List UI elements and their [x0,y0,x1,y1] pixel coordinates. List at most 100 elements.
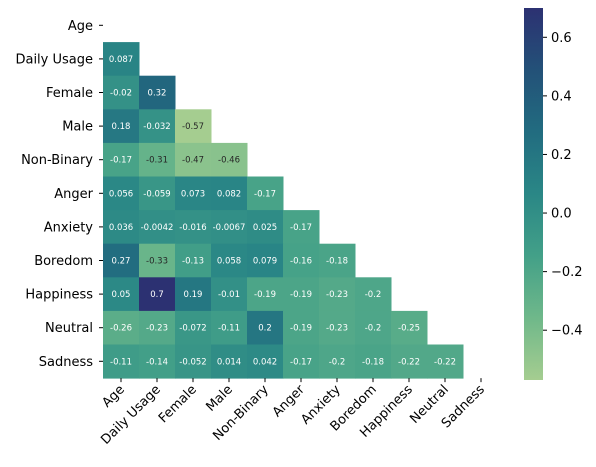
heatmap-cell [103,75,140,110]
cell-value-label: -0.14 [146,357,168,367]
cell-value-label: -0.19 [290,324,312,334]
heatmap-cell [247,210,284,245]
heatmap-cell [247,310,284,345]
cell-value-label: -0.33 [146,257,168,267]
heatmap-cell [139,210,176,245]
colorbar-tick-label: 0.4 [551,89,572,104]
y-tick-label: Sadness [39,355,93,370]
cell-value-label: -0.22 [398,357,420,367]
cell-value-label: -0.17 [110,156,132,166]
cell-value-label: -0.2 [329,357,346,367]
cell-value-label: -0.23 [326,324,348,334]
heatmap-cell [319,344,356,379]
heatmap-cell [175,310,212,345]
cell-value-label: -0.23 [326,290,348,300]
heatmap-cell [175,277,212,312]
heatmap-cell [103,344,140,379]
cell-value-label: 0.056 [109,189,133,199]
cell-value-label: -0.032 [143,122,170,132]
y-tick-label: Male [62,120,93,135]
colorbar: 0.6 0.4 0.2 0.0 −0.2 −0.4 [524,8,583,380]
heatmap-cell [103,310,140,345]
cell-value-label: -0.26 [110,324,132,334]
cell-value-label: -0.19 [254,290,276,300]
cell-value-label: 0.18 [112,122,131,132]
heatmap-cell [211,142,248,177]
y-tick-label: Non-Binary [21,153,93,168]
heatmap-cell [319,243,356,278]
cell-value-label: 0.7 [150,290,164,300]
cell-value-label: 0.036 [109,223,133,233]
heatmap-cell [103,142,140,177]
cell-value-label: 0.19 [184,290,203,300]
heatmap-cell [283,310,320,345]
heatmap-cell [103,210,140,245]
heatmap-cell [139,277,176,312]
heatmap-cell [139,243,176,278]
heatmap-cell [355,310,392,345]
heatmap-cell [247,176,284,211]
heatmap-cell [211,210,248,245]
cell-value-label: 0.025 [253,223,277,233]
cell-value-label: -0.18 [362,357,384,367]
heatmap-cell [319,310,356,345]
x-tick-label: Female [156,382,200,426]
cell-value-label: -0.059 [143,189,170,199]
heatmap-cell [139,344,176,379]
heatmap-cell [283,344,320,379]
heatmap-cell [211,344,248,379]
cell-value-label: 0.058 [217,257,241,267]
colorbar-tick-label: 0.2 [551,148,572,163]
heatmap-cell [247,344,284,379]
cell-value-label: -0.17 [254,189,276,199]
cell-value-label: -0.2 [365,290,382,300]
heatmap-cell [103,277,140,312]
cell-value-label: -0.17 [290,223,312,233]
cell-value-label: -0.46 [218,156,240,166]
heatmap-cell [211,310,248,345]
heatmap-cell [175,109,212,144]
heatmap-cell [139,142,176,177]
colorbar-tick-label: −0.4 [551,324,583,339]
cell-value-label: -0.11 [218,324,240,334]
heatmap-cell [283,277,320,312]
heatmap-cells: 0.087 -0.02 0.32 0.18 -0.032 -0.57 -0.17 -0.31 -… [103,42,464,379]
colorbar-tick-label: −0.2 [551,265,583,280]
cell-value-label: 0.042 [253,357,277,367]
colorbar-tick-label: 0.0 [551,207,572,222]
heatmap-cell [103,243,140,278]
x-tick-label: Age [99,382,127,410]
cell-value-label: -0.0042 [141,223,174,233]
y-tick-label: Anxiety [44,220,94,235]
heatmap-cell [175,243,212,278]
cell-value-label: 0.073 [181,189,205,199]
heatmap-cell [139,75,176,110]
heatmap-cell [103,42,140,77]
heatmap-cell [391,344,428,379]
cell-value-label: -0.016 [179,223,206,233]
heatmap-cell [247,243,284,278]
cell-value-label: -0.22 [434,357,456,367]
heatmap-cell [211,277,248,312]
y-tick-label: Neutral [45,321,93,336]
cell-value-label: -0.31 [146,156,168,166]
heatmap-cell [247,277,284,312]
heatmap-cell [427,344,464,379]
heatmap-cell [355,277,392,312]
cell-value-label: -0.02 [110,89,132,99]
cell-value-label: -0.2 [365,324,382,334]
cell-value-label: 0.087 [109,55,133,65]
cell-value-label: 0.05 [112,290,131,300]
y-tick-label: Anger [54,187,93,202]
heatmap-cell [175,176,212,211]
cell-value-label: -0.19 [290,290,312,300]
heatmap-cell [175,210,212,245]
heatmap-cell [391,310,428,345]
cell-value-label: -0.01 [218,290,240,300]
cell-value-label: 0.27 [112,257,131,267]
y-tick-label: Age [68,19,93,34]
heatmap-cell [283,243,320,278]
heatmap-cell [139,176,176,211]
